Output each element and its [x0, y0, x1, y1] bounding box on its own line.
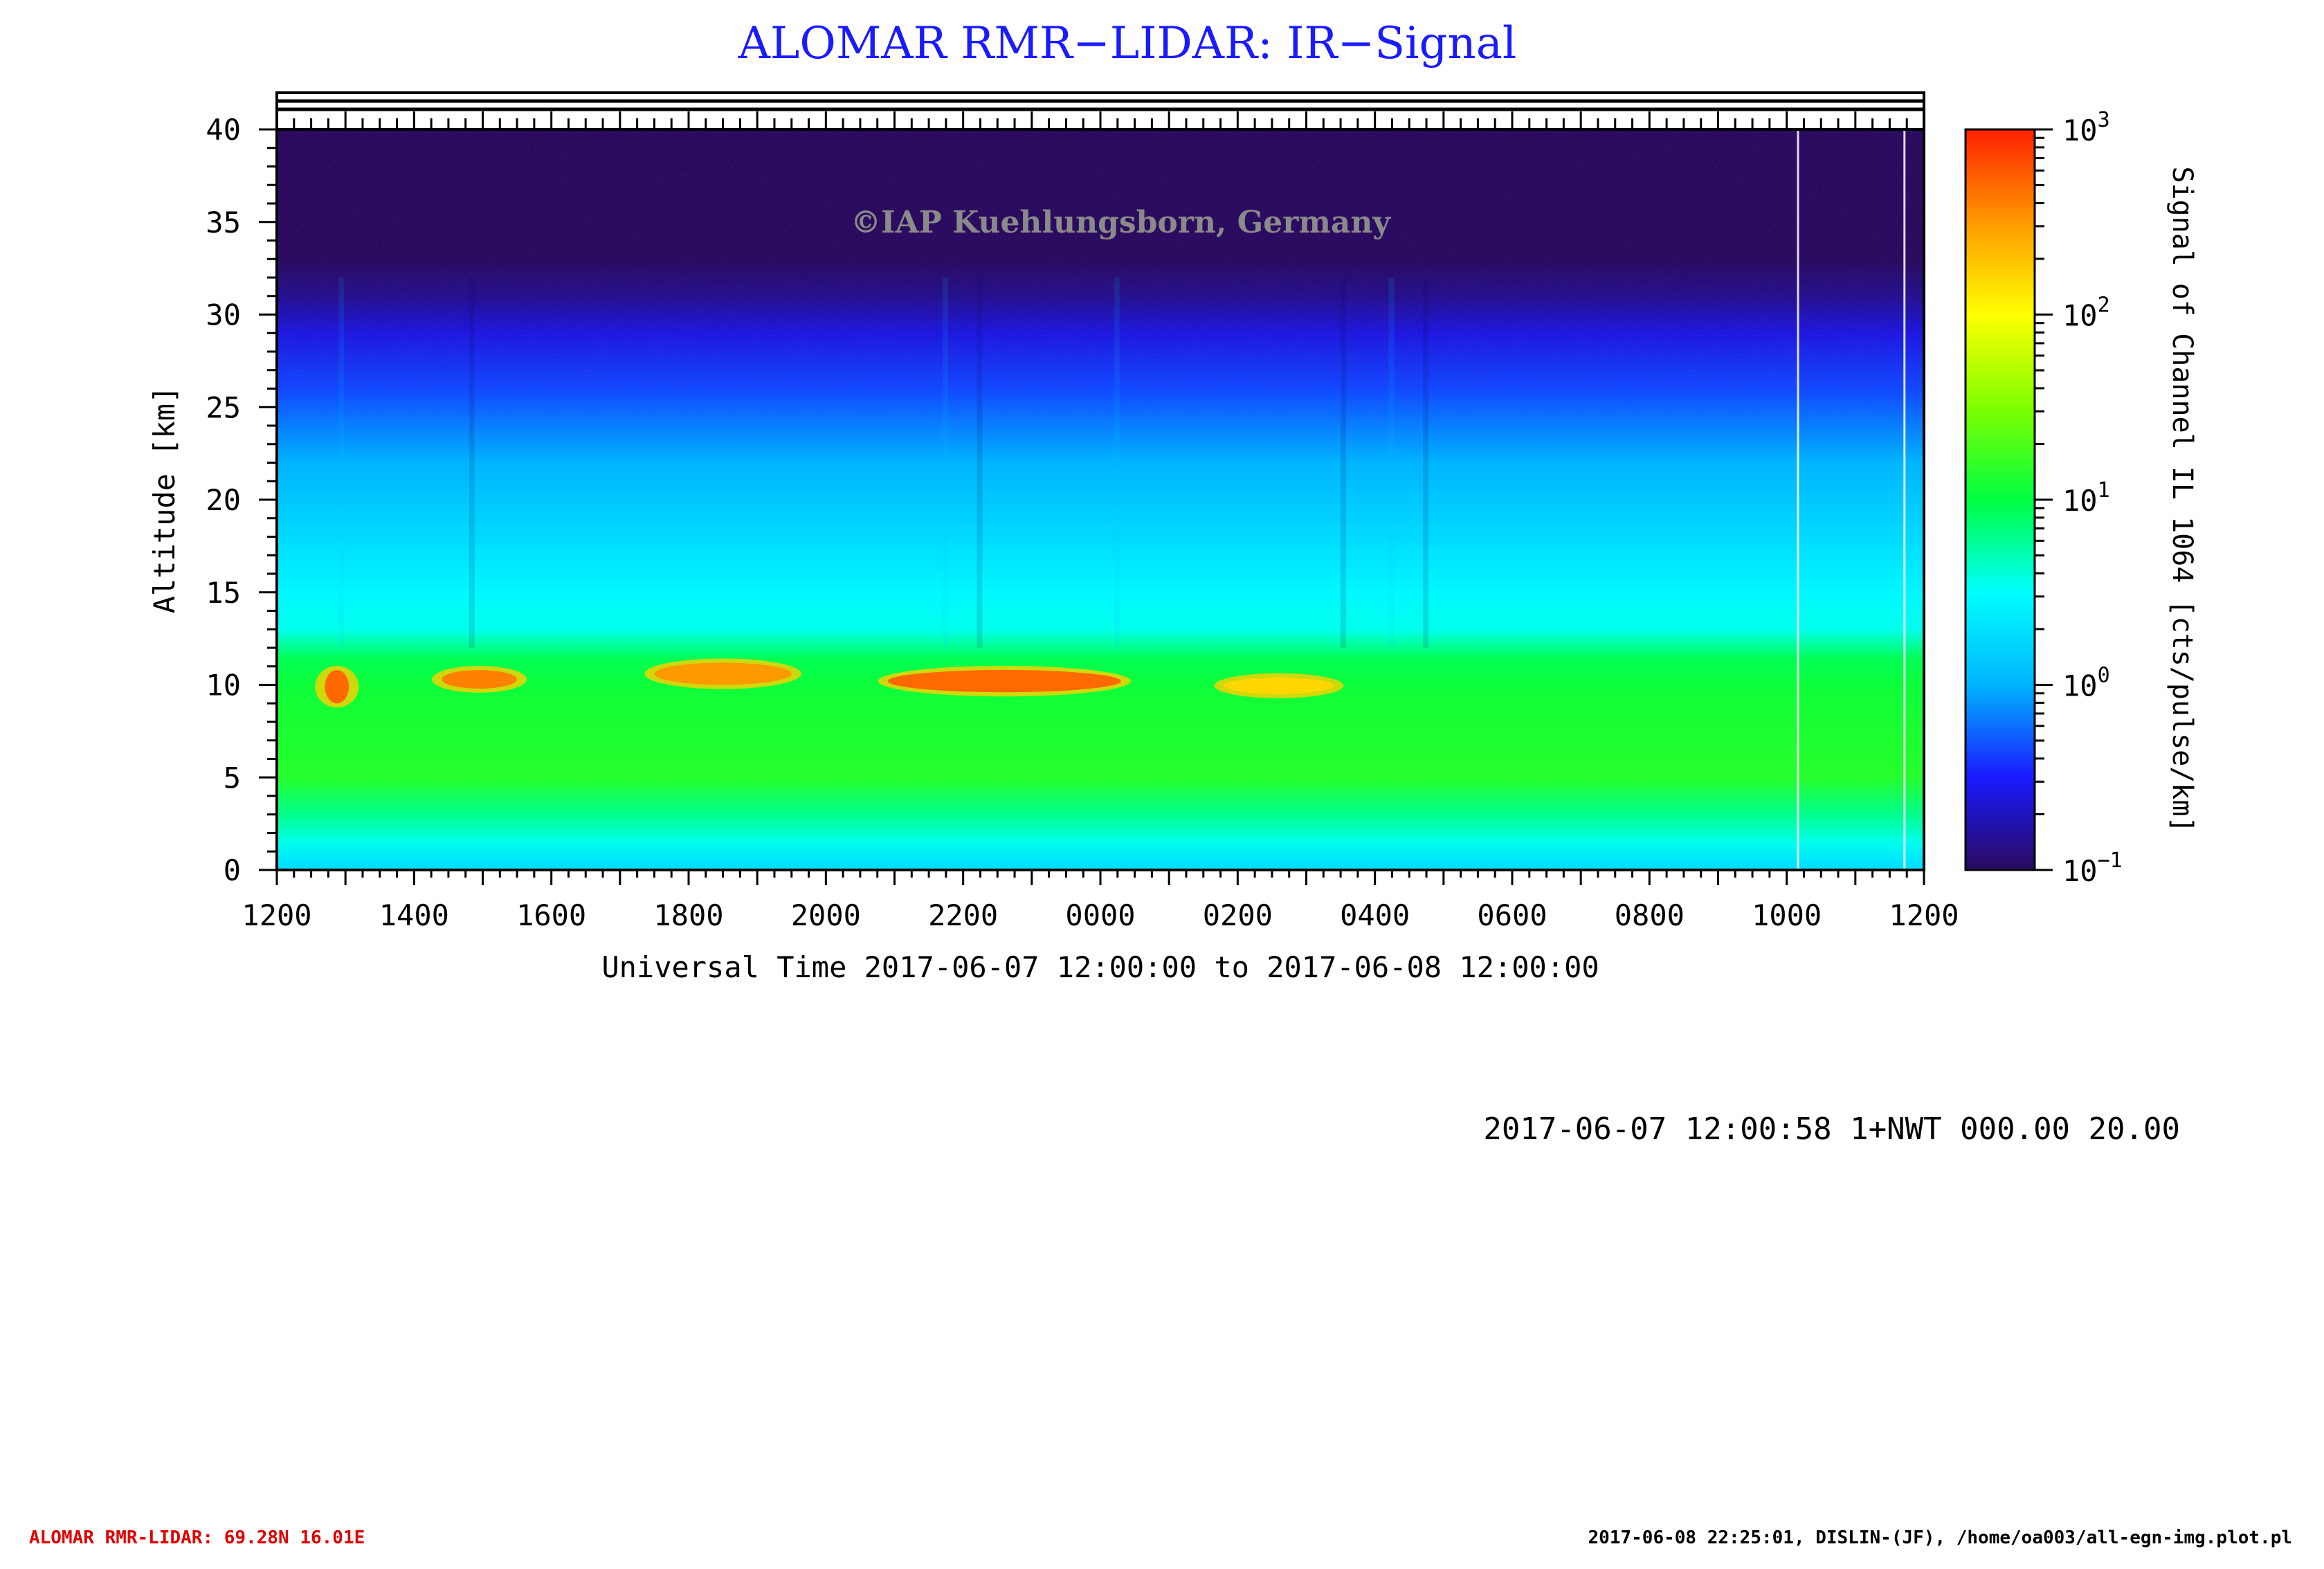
- cloud-patch: [325, 670, 349, 704]
- streak: [1423, 278, 1429, 648]
- x-tick-label: 0400: [1340, 898, 1410, 932]
- x-axis-label: Universal Time 2017-06-07 12:00:00 to 20…: [601, 950, 1599, 984]
- cloud-patches: [315, 658, 1344, 708]
- cloud-patch: [1224, 677, 1334, 694]
- streak: [338, 278, 345, 648]
- x-tick-label: 0000: [1065, 898, 1135, 932]
- top-time-strip: [275, 91, 1925, 131]
- y-tick-label: 25: [206, 390, 241, 424]
- streak: [1388, 278, 1395, 648]
- colorbar-tick-label: 103: [2062, 108, 2110, 147]
- y-tick-label: 15: [206, 576, 241, 610]
- data-gap-line: [1797, 129, 1799, 870]
- run-info: 2017-06-07 12:00:58 1+NWT 000.00 20.00: [1483, 1112, 2180, 1147]
- chart-title: ALOMAR RMR−LIDAR: IR−Signal: [738, 18, 1517, 69]
- y-tick-label: 35: [206, 206, 241, 239]
- data-gap-line: [1903, 129, 1906, 870]
- x-tick-label: 1800: [653, 898, 723, 932]
- x-tick-label: 1600: [516, 898, 586, 932]
- cloud-patch: [442, 670, 517, 689]
- cloud-patch: [654, 662, 792, 685]
- x-tick-label: 0600: [1477, 898, 1547, 932]
- x-tick-label: 1400: [379, 898, 449, 932]
- x-tick-label: 2000: [791, 898, 861, 932]
- x-tick-label: 1200: [1889, 898, 1959, 932]
- x-tick-label: 0200: [1203, 898, 1273, 932]
- streak: [469, 278, 475, 648]
- y-tick-label: 5: [224, 761, 241, 795]
- footer-right: 2017-06-08 22:25:01, DISLIN-(JF), /home/…: [1588, 1527, 2292, 1548]
- x-tick-label: 0800: [1615, 898, 1685, 932]
- colorbar-tick-label: 10−1: [2062, 849, 2123, 888]
- y-tick-label: 20: [206, 483, 241, 517]
- y-axis: 0 5 10 15 20 25 30 35 40: [206, 113, 277, 887]
- streak: [977, 278, 983, 648]
- colorbar-gradient: [1964, 128, 2036, 871]
- x-axis: 1200 1400 1600 1800 2000 2200 0000 0200 0400 0600…: [242, 870, 1959, 932]
- cloud-patch: [887, 670, 1121, 693]
- heatmap-noise: [277, 129, 1924, 386]
- data-gaps: [1797, 129, 1906, 870]
- y-tick-label: 30: [206, 298, 241, 332]
- streak: [1114, 278, 1120, 648]
- colorbar: 103 102 101 100 10−1: [1964, 108, 2123, 888]
- top-strip-ticks: [275, 111, 1925, 129]
- footer-left: ALOMAR RMR-LIDAR: 69.28N 16.01E: [29, 1527, 365, 1548]
- colorbar-tick-label: 101: [2062, 478, 2110, 518]
- watermark: ©IAP Kuehlungsborn, Germany: [851, 205, 1391, 240]
- x-tick-label: 1000: [1752, 898, 1822, 932]
- streak: [1341, 278, 1347, 648]
- x-tick-label: 2200: [928, 898, 998, 932]
- y-tick-label: 0: [224, 853, 241, 887]
- colorbar-label: Signal of Channel IL 1064 [cts/pulse/km]: [2166, 166, 2198, 833]
- streak: [942, 278, 948, 648]
- y-axis-label: Altitude [km]: [147, 386, 181, 614]
- colorbar-tick-label: 102: [2062, 293, 2110, 333]
- heatmap-streaks: [338, 278, 1429, 648]
- colorbar-tick-label: 100: [2062, 664, 2110, 703]
- x-tick-label: 1200: [242, 898, 311, 932]
- y-tick-label: 10: [206, 669, 241, 702]
- y-tick-label: 40: [206, 113, 241, 147]
- heatmap-area: [275, 128, 1925, 871]
- colorbar-ticks: 103 102 101 100 10−1: [2035, 108, 2123, 888]
